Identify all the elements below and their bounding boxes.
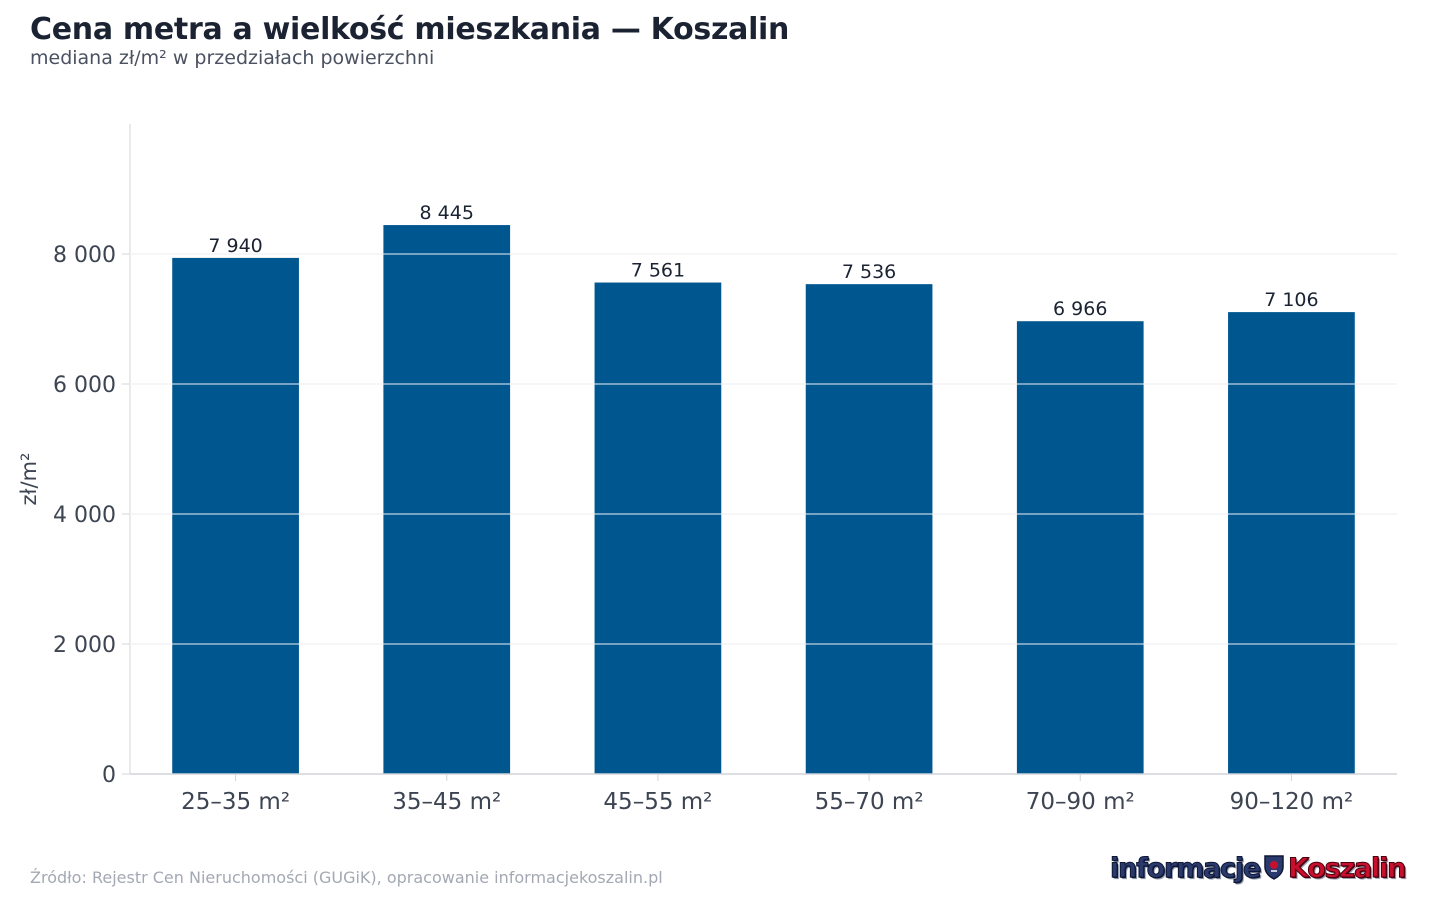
crest-icon: [1262, 853, 1286, 881]
x-tick-label: 45–55 m²: [603, 789, 712, 815]
data-label: 7 536: [842, 261, 896, 283]
chart-subtitle: mediana zł/m² w przedziałach powierzchni: [30, 47, 435, 69]
bar: [1016, 321, 1144, 774]
data-label: 7 940: [208, 235, 262, 257]
y-tick-label: 0: [102, 763, 116, 788]
y-tick-label: 4 000: [53, 503, 116, 528]
chart-title: Cena metra a wielkość mieszkania — Kosza…: [30, 12, 790, 47]
x-tick-label: 35–45 m²: [392, 789, 501, 815]
data-label: 7 106: [1264, 289, 1318, 311]
logo-text-koszalin: Koszalin: [1288, 853, 1407, 885]
bar: [594, 282, 722, 774]
x-tick-label: 55–70 m²: [815, 789, 924, 815]
bar: [172, 257, 299, 774]
logo-text-informacje: informacje: [1109, 853, 1261, 885]
bar: [383, 225, 511, 774]
source-note: Źródło: Rejestr Cen Nieruchomości (GUGiK…: [30, 868, 663, 887]
x-tick-label: 90–120 m²: [1230, 789, 1354, 815]
y-axis-label: zł/m²: [17, 453, 41, 506]
data-label: 8 445: [420, 202, 474, 224]
data-label: 7 561: [631, 260, 685, 282]
bar-chart: 0 2 000 4 000 6 000 8 000 zł/m² 7 940 25–35 m² 8…: [17, 124, 1397, 815]
y-tick-label: 6 000: [53, 373, 116, 398]
bar: [805, 284, 933, 774]
y-tick-label: 2 000: [53, 633, 116, 658]
site-logo[interactable]: informacje Koszalin: [1109, 851, 1407, 887]
y-tick-label: 8 000: [53, 243, 116, 268]
bar: [1228, 312, 1355, 774]
data-label: 6 966: [1053, 298, 1107, 320]
x-tick-label: 25–35 m²: [181, 789, 290, 815]
x-tick-label: 70–90 m²: [1026, 789, 1135, 815]
